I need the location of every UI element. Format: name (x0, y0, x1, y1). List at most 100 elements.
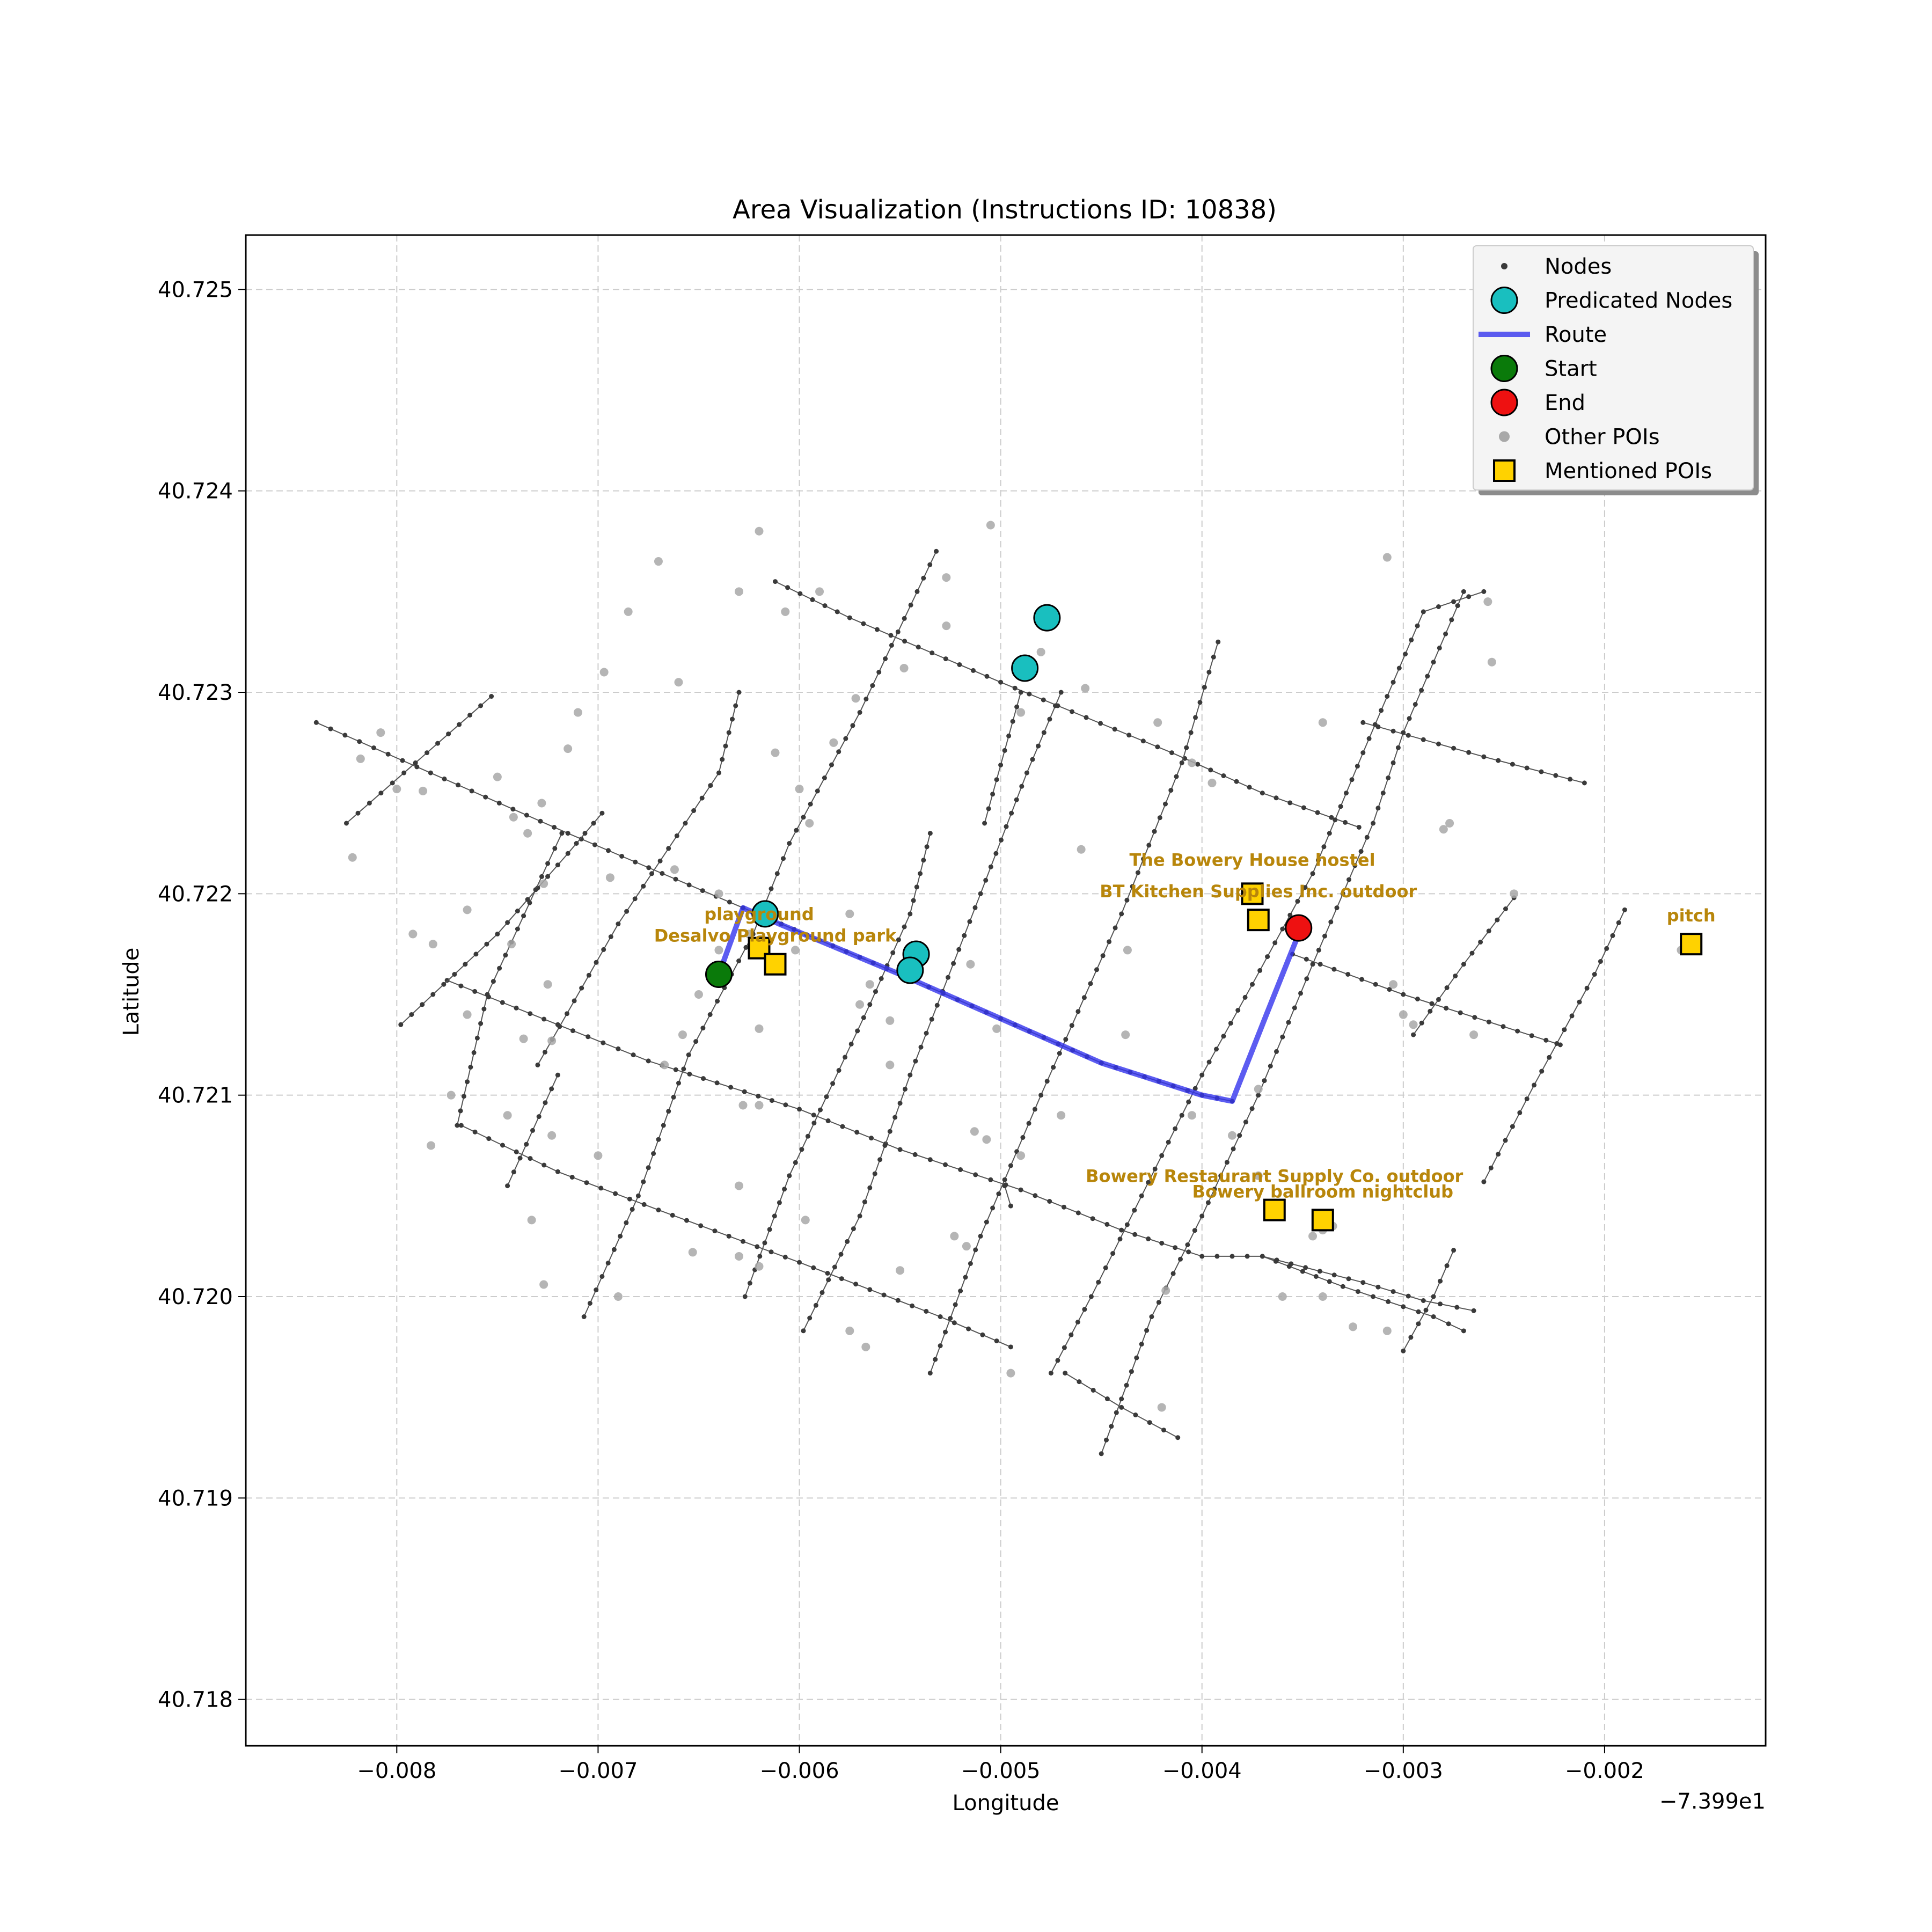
node-point (962, 933, 967, 938)
node-point (1403, 652, 1408, 657)
node-point (485, 992, 490, 997)
node-point (836, 1068, 841, 1073)
node-point (483, 794, 488, 800)
node-point (1380, 791, 1386, 796)
node-point (983, 877, 989, 883)
node-point (1408, 1335, 1414, 1340)
node-point (1147, 1420, 1152, 1425)
y-tick-label: 40.720 (158, 1285, 233, 1309)
predicted-node-marker (1033, 604, 1061, 632)
node-point (641, 1202, 647, 1207)
node-point (994, 1338, 999, 1344)
street-segment (1004, 1185, 1012, 1206)
node-point (1503, 1138, 1508, 1143)
x-tick-label: −0.002 (1565, 1759, 1644, 1783)
node-point (963, 1275, 968, 1280)
other-poi-point (654, 557, 663, 566)
node-point (535, 1062, 540, 1067)
node-point (1149, 1314, 1154, 1319)
node-point (927, 831, 933, 836)
other-poi-point (1016, 708, 1026, 717)
node-point (1041, 697, 1046, 702)
x-tick-label: −0.004 (1162, 1759, 1242, 1783)
node-point (414, 764, 420, 770)
node-point (409, 1012, 414, 1017)
other-poi-point (885, 1016, 895, 1025)
node-point (1577, 999, 1582, 1005)
node-point (656, 1208, 661, 1213)
node-point (1055, 1358, 1060, 1363)
node-point (570, 1028, 575, 1034)
mentioned-poi-label: pitch (1667, 905, 1716, 926)
node-point (1140, 738, 1146, 744)
node-point (693, 1039, 699, 1044)
node-point (1014, 704, 1020, 709)
other-poi-point (503, 1111, 512, 1120)
node-point (769, 1249, 774, 1255)
node-point (895, 629, 901, 634)
other-poi-point (1439, 825, 1448, 834)
other-poi-point (829, 738, 838, 747)
node-point (1331, 1272, 1337, 1278)
node-point (1202, 685, 1207, 690)
legend-label: Nodes (1545, 254, 1612, 279)
node-point (1401, 730, 1406, 735)
node-point (472, 989, 478, 994)
node-point (1386, 1299, 1391, 1304)
node-point (998, 679, 1004, 685)
node-point (1443, 631, 1448, 636)
node-point (897, 1101, 903, 1106)
node-point (496, 800, 502, 806)
node-point (1554, 1041, 1560, 1046)
node-point (769, 886, 774, 891)
legend-swatch-other-poi (1499, 431, 1510, 442)
other-poi-point (348, 853, 357, 862)
node-point (930, 650, 935, 656)
node-point (1168, 788, 1174, 793)
other-poi-point (694, 990, 703, 999)
node-point (810, 597, 815, 602)
node-point (1249, 1106, 1255, 1111)
node-point (601, 1040, 606, 1045)
node-point (1486, 928, 1491, 934)
node-point (882, 1143, 888, 1148)
node-point (1103, 1265, 1108, 1270)
node-point (1119, 911, 1124, 917)
node-point (1289, 1261, 1294, 1267)
node-point (1346, 877, 1351, 882)
other-poi-point (755, 1101, 764, 1110)
node-point (993, 851, 999, 856)
node-point (1063, 1371, 1068, 1376)
predicted-node-marker (896, 956, 924, 984)
node-point (1173, 1126, 1178, 1131)
node-point (1062, 1204, 1066, 1210)
node-point (1401, 1348, 1406, 1353)
node-point (1616, 920, 1621, 925)
node-point (972, 905, 978, 910)
node-point (782, 1254, 788, 1260)
node-point (661, 1123, 666, 1128)
node-point (785, 585, 791, 590)
node-point (911, 898, 916, 903)
other-poi-point (408, 930, 418, 939)
other-poi-point (519, 1034, 528, 1043)
node-point (797, 1107, 802, 1112)
node-point (555, 1169, 560, 1174)
node-point (528, 1156, 533, 1161)
node-point (808, 801, 813, 807)
other-poi-point (573, 708, 582, 717)
node-point (1421, 609, 1426, 614)
node-point (1088, 981, 1093, 986)
node-point (699, 795, 705, 801)
node-point (811, 1121, 817, 1126)
other-poi-point (624, 607, 633, 616)
node-point (1260, 1254, 1265, 1259)
other-poi-point (507, 940, 516, 949)
node-point (918, 1044, 924, 1050)
node-point (1002, 748, 1007, 753)
node-point (843, 736, 848, 741)
node-point (1018, 690, 1023, 695)
node-point (1272, 940, 1278, 946)
node-point (769, 1098, 774, 1103)
street-segment (930, 641, 1219, 1373)
